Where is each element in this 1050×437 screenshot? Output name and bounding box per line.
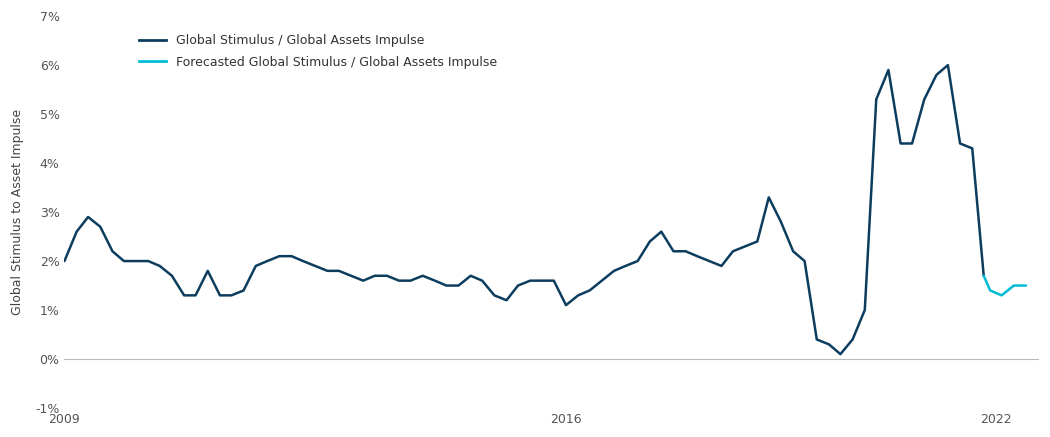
Y-axis label: Global Stimulus to Asset Impulse: Global Stimulus to Asset Impulse: [12, 109, 24, 315]
Legend: Global Stimulus / Global Assets Impulse, Forecasted Global Stimulus / Global Ass: Global Stimulus / Global Assets Impulse,…: [139, 34, 498, 69]
